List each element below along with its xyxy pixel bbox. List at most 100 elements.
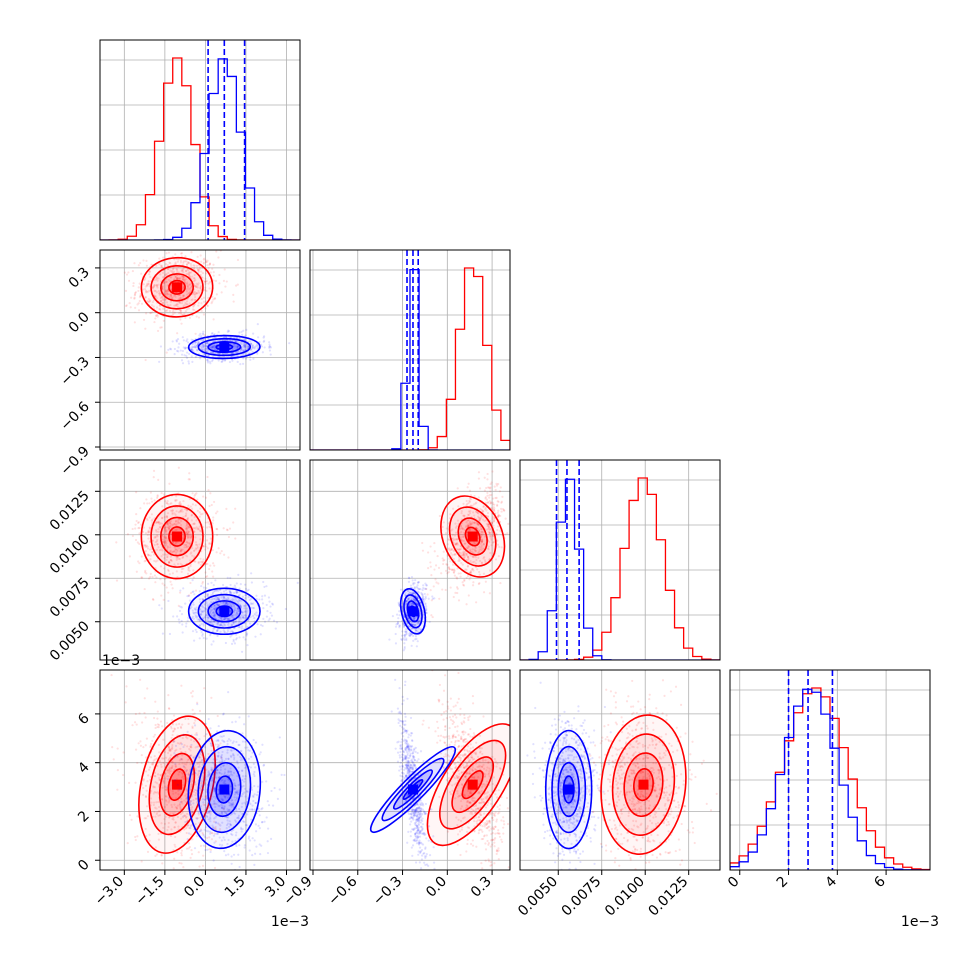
scatter-point: [186, 518, 189, 521]
scatter-point: [136, 815, 139, 818]
scatter-point: [210, 351, 213, 354]
scatter-point: [492, 524, 495, 527]
scatter-point: [234, 343, 237, 346]
scatter-point: [405, 631, 408, 634]
scatter-point: [496, 515, 500, 518]
scatter-point: [474, 549, 477, 552]
scatter-point: [202, 345, 205, 349]
scatter-point: [253, 616, 256, 620]
scatter-point: [463, 542, 466, 545]
scatter-point: [425, 584, 428, 587]
scatter-point: [181, 758, 184, 761]
scatter-point: [195, 630, 198, 634]
scatter-point: [199, 285, 203, 288]
scatter-point: [192, 280, 196, 283]
scatter-point: [180, 800, 183, 803]
scatter-point: [182, 567, 185, 570]
scatter-point: [153, 790, 156, 794]
scatter-point: [268, 600, 271, 603]
scatter-point: [488, 592, 491, 595]
scatter-point: [211, 612, 215, 615]
scatter-point: [213, 620, 216, 624]
scatter-point: [204, 277, 207, 280]
scatter-point: [211, 591, 214, 594]
scatter-point: [467, 524, 470, 527]
scatter-point: [202, 622, 205, 626]
scatter-point: [491, 541, 494, 544]
scatter-point: [187, 545, 190, 548]
scatter-point: [448, 568, 451, 571]
scatter-point: [217, 603, 220, 606]
scatter-point: [194, 504, 197, 507]
scatter-point: [414, 599, 417, 602]
scatter-point: [180, 252, 184, 255]
scatter-point: [173, 311, 176, 314]
scatter-point: [171, 511, 174, 514]
scatter-point: [174, 845, 177, 848]
scatter-point: [156, 315, 159, 318]
scatter-point: [186, 536, 190, 539]
scatter-point: [168, 768, 171, 771]
scatter-point: [168, 756, 172, 759]
scatter-point: [222, 596, 225, 599]
scatter-point: [448, 538, 451, 541]
scatter-point: [175, 523, 178, 526]
scatter-point: [214, 512, 218, 515]
scatter-point: [412, 592, 415, 595]
scatter-point: [216, 597, 219, 600]
scatter-point: [194, 279, 197, 282]
scatter-point: [197, 560, 200, 564]
scatter-point: [205, 350, 209, 353]
scatter-point: [153, 289, 156, 292]
scatter-point: [233, 608, 236, 612]
scatter-point: [190, 605, 193, 609]
scatter-point: [157, 723, 161, 727]
scatter-point: [143, 544, 146, 547]
scatter-point: [455, 576, 458, 579]
histogram-series-1: [310, 268, 510, 450]
scatter-point: [169, 580, 172, 583]
scatter-point: [203, 595, 207, 598]
scatter-point: [205, 347, 208, 350]
scatter-point: [255, 614, 258, 617]
scatter-point: [212, 346, 215, 349]
scatter-point: [265, 603, 268, 607]
scatter-point: [190, 355, 193, 358]
scatter-point: [205, 345, 208, 348]
scatter-point: [178, 547, 181, 550]
scatter-point: [234, 537, 237, 540]
scatter-point: [416, 603, 419, 606]
scatter-point: [166, 516, 169, 519]
scatter-point: [183, 814, 187, 817]
scatter-point: [148, 270, 151, 273]
scatter-point: [186, 737, 189, 740]
scatter-point: [185, 528, 188, 531]
scatter-point: [415, 623, 418, 626]
scatter-point: [497, 482, 500, 486]
scatter-point: [189, 833, 192, 836]
scatter-point: [404, 630, 408, 633]
scatter-point: [192, 549, 196, 553]
scatter-point: [472, 581, 475, 584]
scatter-point: [124, 304, 128, 308]
scatter-point: [94, 285, 96, 287]
scatter-point: [223, 623, 226, 626]
scatter-point: [207, 619, 210, 623]
scatter-point: [406, 616, 410, 619]
scatter-point: [157, 530, 160, 534]
scatter-point: [454, 522, 457, 525]
panel-background: [100, 40, 300, 240]
scatter-point: [495, 484, 499, 487]
scatter-point: [181, 277, 184, 280]
scatter-point: [194, 611, 197, 614]
scatter-point: [176, 550, 179, 553]
scatter-point: [185, 300, 189, 303]
scatter-point: [195, 282, 198, 285]
scatter-point: [164, 788, 168, 791]
scatter-point: [150, 801, 153, 804]
scatter-point: [230, 642, 234, 645]
scatter-point: [153, 559, 156, 563]
scatter-point: [442, 550, 445, 553]
scatter-point: [261, 624, 264, 628]
scatter-point: [213, 612, 217, 615]
